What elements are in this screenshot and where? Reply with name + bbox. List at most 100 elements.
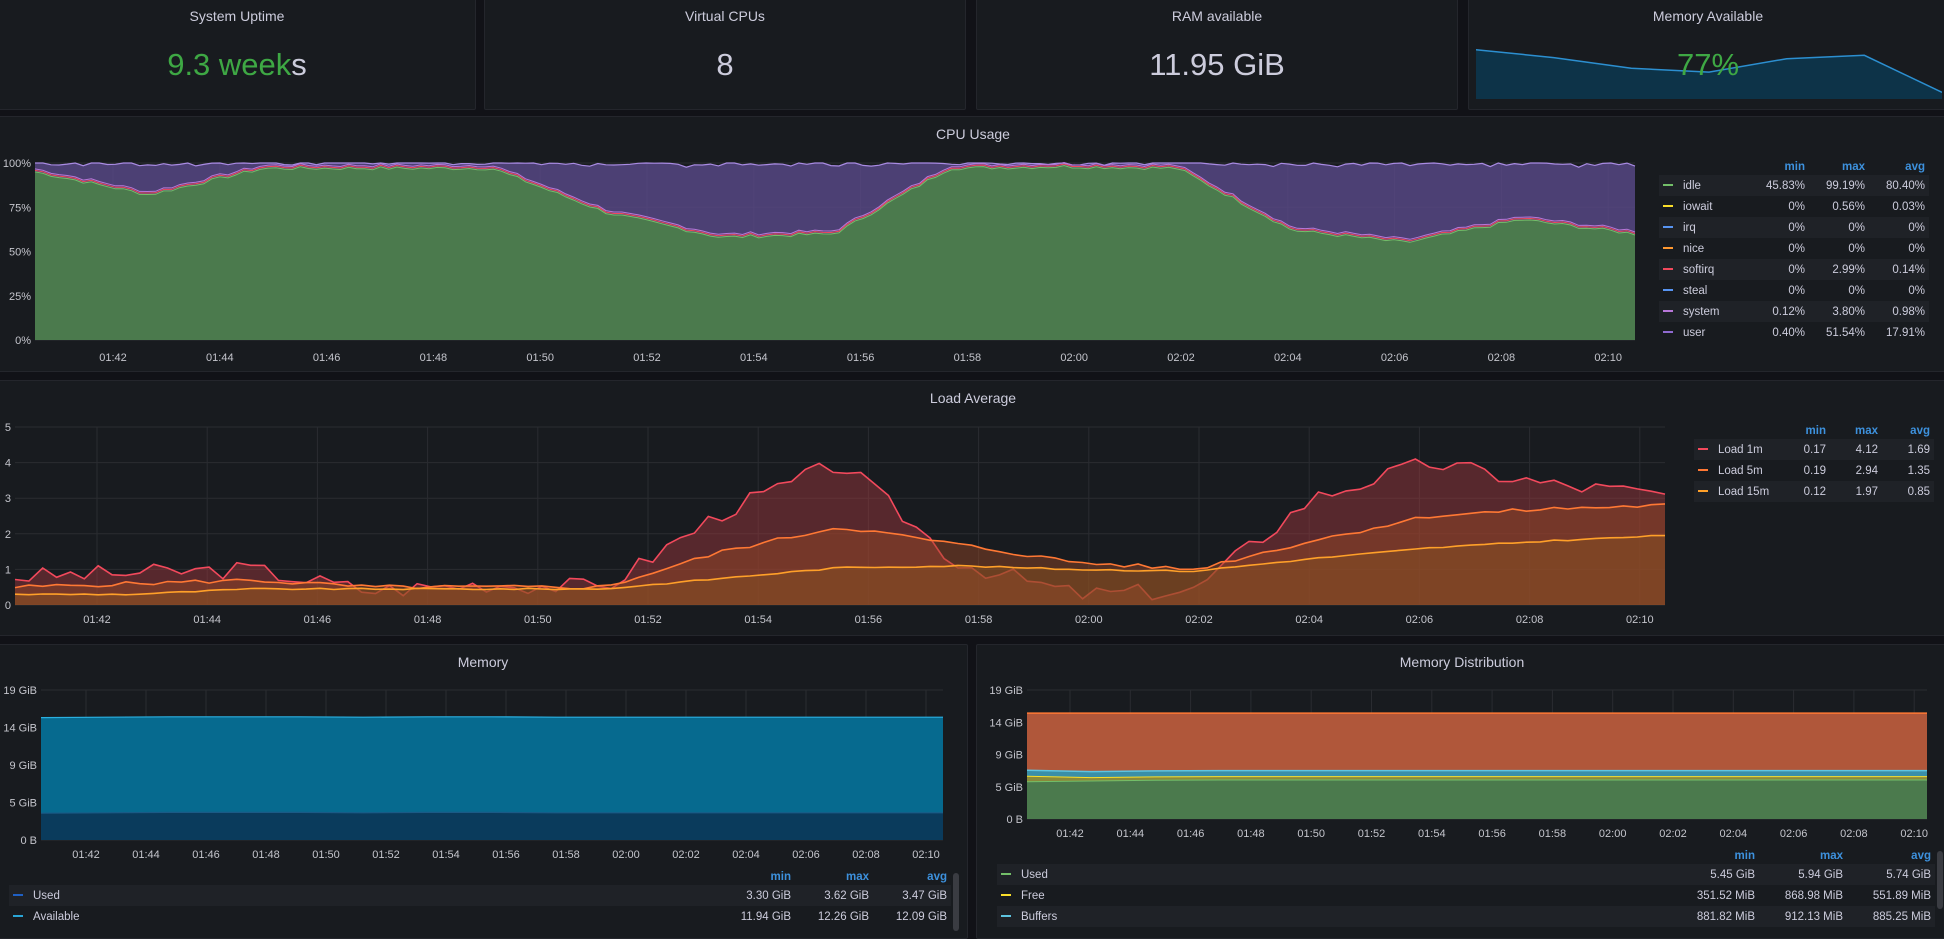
vcpu-panel[interactable]: Virtual CPUs 8: [484, 0, 966, 110]
memdist-legend-name: Free: [1021, 889, 1045, 902]
memdist-legend-row[interactable]: Used 5.45 GiB 5.94 GiB 5.74 GiB: [997, 864, 1935, 885]
load-legend-name: Load 5m: [1718, 464, 1763, 477]
memdist-legend-series[interactable]: Free: [997, 885, 1671, 906]
load-y-tick: 2: [5, 529, 11, 541]
load-legend-row[interactable]: Load 5m 0.19 2.94 1.35: [1694, 460, 1934, 481]
cpu-legend-series[interactable]: iowait: [1659, 196, 1749, 217]
memory-legend-header: min max avg: [9, 869, 951, 885]
cpu-legend-row[interactable]: user 0.40% 51.54% 17.91%: [1659, 322, 1929, 343]
memory-x-tick: 01:42: [72, 849, 100, 861]
cpu-legend-row[interactable]: iowait 0% 0.56% 0.03%: [1659, 196, 1929, 217]
memory-legend-col-min[interactable]: min: [770, 871, 791, 883]
cpu-legend-min: 0%: [1788, 200, 1805, 213]
memdist-legend-row[interactable]: Free 351.52 MiB 868.98 MiB 551.89 MiB: [997, 885, 1935, 906]
cpu-legend-col-max[interactable]: max: [1841, 161, 1865, 173]
load-5m-area: [15, 503, 1665, 605]
cpu-legend-col-avg[interactable]: avg: [1905, 161, 1925, 173]
memdist-legend-col-max[interactable]: max: [1819, 850, 1843, 862]
cpu-legend-series[interactable]: irq: [1659, 217, 1749, 238]
cpu-legend-row[interactable]: softirq 0% 2.99% 0.14%: [1659, 259, 1929, 280]
memdist-legend-col-avg[interactable]: avg: [1911, 850, 1931, 862]
load-legend-series[interactable]: Load 15m: [1694, 481, 1778, 502]
load-legend-series[interactable]: Load 1m: [1694, 439, 1778, 460]
memory-x-tick: 01:56: [492, 849, 520, 861]
load-chart: 0 1 2 3 4 5 01:42 01:44 01:46 01:48 01:50 01:52 01:5…: [5, 422, 1666, 626]
load-legend-series[interactable]: Load 5m: [1694, 460, 1778, 481]
load-legend-col-min[interactable]: min: [1805, 425, 1826, 437]
cpu-legend-col-min[interactable]: min: [1784, 161, 1805, 173]
load-x-tick: 02:02: [1185, 614, 1213, 626]
memory-legend-row[interactable]: Used 3.30 GiB 3.62 GiB 3.47 GiB: [9, 885, 951, 906]
cpu-legend-swatch: [1663, 268, 1673, 271]
ram-value: 11.95 GiB: [1149, 47, 1285, 82]
cpu-legend-swatch: [1663, 331, 1673, 334]
memory-legend-col-max[interactable]: max: [845, 871, 869, 883]
memdist-legend-series[interactable]: Buffers: [997, 906, 1671, 927]
load-legend-swatch: [1698, 490, 1708, 493]
cpu-legend-series[interactable]: idle: [1659, 175, 1749, 196]
load-legend-row[interactable]: Load 15m 0.12 1.97 0.85: [1694, 481, 1934, 502]
memory-legend-row[interactable]: Available 11.94 GiB 12.26 GiB 12.09 GiB: [9, 906, 951, 927]
load-legend-col-max[interactable]: max: [1854, 425, 1878, 437]
memdist-x-tick: 01:50: [1297, 828, 1325, 840]
cpu-legend-min: 0.12%: [1749, 301, 1809, 322]
memory-panel[interactable]: Memory 0 B 5 GiB 9 GiB 14 GiB 19 GiB 01:42 01:…: [0, 644, 968, 939]
memory-legend-series[interactable]: Available: [9, 906, 717, 927]
memdist-y-tick: 9 GiB: [995, 750, 1023, 762]
cpu-legend-series[interactable]: user: [1659, 322, 1749, 343]
load-y-tick: 1: [5, 564, 11, 576]
memdist-legend-series[interactable]: Used: [997, 864, 1671, 885]
memory-title: Memory: [457, 654, 509, 670]
cpu-legend-series[interactable]: softirq: [1659, 259, 1749, 280]
memory-x-tick: 01:54: [432, 849, 460, 861]
cpu-legend-row[interactable]: nice 0% 0% 0%: [1659, 238, 1929, 259]
ram-panel[interactable]: RAM available 11.95 GiB: [976, 0, 1458, 110]
cpu-idle-area: [35, 165, 1635, 340]
memdist-panel[interactable]: Memory Distribution 0 B 5 GiB 9 GiB 14 GiB 1…: [976, 644, 1944, 939]
memory-legend-name: Available: [33, 910, 80, 923]
memdist-legend-avg: 551.89 MiB: [1872, 889, 1931, 902]
cpu-panel[interactable]: CPU Usage 0% 25% 50% 75% 100% 01:42 01:44 01:46…: [0, 116, 1944, 372]
cpu-legend-row[interactable]: steal 0% 0% 0%: [1659, 280, 1929, 301]
cpu-x-tick: 01:48: [420, 352, 448, 364]
memory-available-area: [41, 716, 943, 840]
cpu-legend-series[interactable]: nice: [1659, 238, 1749, 259]
load-legend-avg: 0.85: [1882, 481, 1934, 502]
load-legend-col-avg[interactable]: avg: [1910, 425, 1930, 437]
memory-available-line: [40, 716, 943, 719]
cpu-legend-row[interactable]: idle 45.83% 99.19% 80.40%: [1659, 175, 1929, 196]
load-x-tick: 02:04: [1295, 614, 1323, 626]
memdist-x-tick: 02:02: [1659, 828, 1687, 840]
memdist-legend-scrollbar[interactable]: [1937, 851, 1943, 909]
load-x-tick: 02:06: [1406, 614, 1434, 626]
memory-legend-col-avg[interactable]: avg: [927, 871, 947, 883]
load-panel[interactable]: Load Average 0 1 2 3 4 5 01:42 01:44 01:46 01:48 0…: [0, 380, 1944, 636]
cpu-legend-max: 0%: [1848, 284, 1865, 297]
memdist-legend-header-blank: [997, 848, 1671, 864]
memory-legend-series[interactable]: Used: [9, 885, 717, 906]
memory-legend-scrollbar[interactable]: [953, 873, 959, 931]
cpu-legend-row[interactable]: system 0.12% 3.80% 0.98%: [1659, 301, 1929, 322]
load-legend-row[interactable]: Load 1m 0.17 4.12 1.69: [1694, 439, 1934, 460]
cpu-legend-series[interactable]: steal: [1659, 280, 1749, 301]
cpu-legend-avg: 0%: [1869, 217, 1929, 238]
load-title: Load Average: [929, 390, 1017, 406]
memdist-x-tick: 01:48: [1237, 828, 1265, 840]
memdist-legend-min: 351.52 MiB: [1696, 889, 1755, 902]
cpu-legend-name: system: [1683, 305, 1720, 318]
vcpu-value: 8: [716, 47, 734, 82]
cpu-user-line: [35, 162, 1636, 168]
memdist-x-tick: 01:44: [1117, 828, 1145, 840]
memdist-legend-row[interactable]: Buffers 881.82 MiB 912.13 MiB 885.25 MiB: [997, 906, 1935, 927]
memory-y-tick: 19 GiB: [3, 685, 37, 697]
mem-avail-panel[interactable]: Memory Available 77%: [1468, 0, 1944, 110]
cpu-legend-row[interactable]: irq 0% 0% 0%: [1659, 217, 1929, 238]
memdist-legend-col-min[interactable]: min: [1734, 850, 1755, 862]
cpu-x-tick: 02:04: [1274, 352, 1302, 364]
uptime-panel[interactable]: System Uptime 9.3 weeks: [0, 0, 476, 110]
load-legend-max: 1.97: [1830, 481, 1882, 502]
memdist-buffers-line: [1026, 769, 1927, 773]
vcpu-title: Virtual CPUs: [685, 8, 765, 24]
cpu-legend-series[interactable]: system: [1659, 301, 1749, 322]
memory-legend-swatch: [13, 894, 23, 897]
